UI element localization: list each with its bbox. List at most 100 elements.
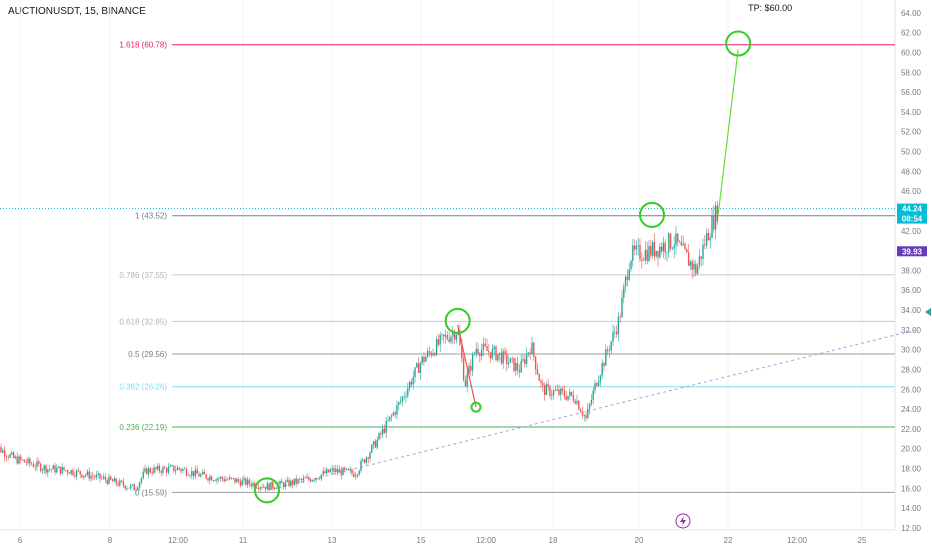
candle-body	[61, 466, 63, 474]
candle-body	[464, 380, 467, 387]
candle-body	[428, 351, 431, 353]
candle-body	[569, 391, 571, 396]
candle-body	[416, 363, 418, 368]
candle-body	[506, 353, 508, 365]
candle-body	[471, 354, 474, 371]
candle-body	[50, 469, 53, 470]
candle-body	[149, 468, 152, 473]
candle-body	[461, 345, 463, 359]
candle-body	[331, 468, 333, 471]
candle-body	[671, 248, 674, 250]
candle-body	[138, 482, 141, 488]
candle-body	[689, 261, 692, 266]
candle-body	[479, 353, 481, 357]
candle-body	[390, 415, 393, 417]
candle-body	[23, 459, 26, 463]
candle-body	[320, 474, 323, 479]
candle-body	[655, 250, 657, 257]
candle-body	[216, 478, 218, 481]
candle-body	[619, 316, 621, 318]
candle-body	[628, 269, 630, 280]
candle-body	[659, 246, 661, 258]
candle-body	[272, 481, 274, 488]
y-tick-label: 36.00	[901, 286, 922, 295]
price-axis-label-bg	[897, 203, 927, 214]
candle-body	[603, 363, 605, 366]
candle-body	[329, 470, 332, 473]
candle-body	[419, 363, 422, 374]
lightning-icon-bolt	[680, 516, 686, 526]
candle-body	[423, 356, 425, 362]
candle-body	[369, 452, 371, 459]
y-tick-label: 30.00	[901, 346, 922, 355]
candle-body	[664, 242, 666, 253]
candle-body	[111, 479, 114, 482]
candle-body	[108, 476, 110, 484]
candle-body	[585, 415, 587, 418]
candle-body	[702, 244, 704, 259]
candle-body	[646, 249, 648, 262]
candle-body	[293, 478, 296, 485]
candle-body	[115, 478, 117, 484]
candle-body	[295, 478, 297, 484]
candle-body	[196, 469, 198, 474]
candle-body	[5, 456, 8, 458]
candle-body	[635, 245, 638, 250]
candle-body	[160, 471, 162, 473]
candle-body	[468, 365, 470, 374]
candle-body	[351, 469, 353, 474]
candle-body	[279, 480, 281, 485]
candles	[0, 200, 719, 494]
candle-body	[549, 386, 551, 396]
candle-body	[84, 475, 87, 476]
candle-body	[500, 352, 503, 364]
candle-body	[77, 470, 80, 471]
candle-body	[554, 390, 557, 392]
candle-body	[410, 382, 413, 385]
x-tick-label: 12:00	[168, 536, 189, 545]
candle-body	[48, 469, 51, 470]
candle-body	[354, 475, 357, 477]
candle-body	[579, 409, 582, 413]
candle-body	[344, 467, 346, 470]
candle-body	[14, 456, 17, 458]
candle-body	[21, 459, 24, 461]
x-tick-label: 22	[724, 536, 733, 545]
candle-body	[709, 237, 711, 241]
candle-body	[542, 382, 544, 386]
candle-body	[70, 469, 72, 474]
candle-body	[288, 479, 290, 487]
candle-body	[520, 360, 522, 373]
candle-body	[403, 396, 405, 398]
fib-level-label: 0.786 (37.55)	[119, 271, 167, 280]
candle-body	[435, 339, 438, 355]
candle-body	[356, 474, 359, 476]
y-tick-label: 24.00	[901, 405, 922, 414]
candle-body	[488, 351, 490, 353]
candle-body	[396, 404, 398, 415]
candle-body	[126, 487, 128, 489]
candle-body	[59, 466, 62, 474]
candle-body	[687, 252, 690, 266]
candle-body	[529, 352, 531, 354]
candle-body	[470, 365, 472, 371]
candle-body	[565, 396, 567, 400]
candle-body	[693, 263, 695, 270]
projection-line	[717, 49, 739, 216]
x-tick-label: 25	[858, 536, 867, 545]
candle-body	[86, 471, 89, 476]
candle-body	[576, 400, 578, 404]
lightning-icon[interactable]	[675, 513, 691, 529]
price-axis-label: 39.93	[902, 247, 923, 256]
candle-body	[32, 464, 35, 467]
candle-body	[511, 358, 513, 359]
candle-body	[38, 461, 40, 464]
candle-body	[68, 472, 71, 474]
candle-body	[545, 384, 548, 395]
candle-body	[124, 485, 126, 489]
candle-body	[605, 349, 607, 366]
candle-body	[309, 479, 312, 482]
candle-body	[254, 483, 256, 488]
candle-body	[698, 256, 701, 266]
